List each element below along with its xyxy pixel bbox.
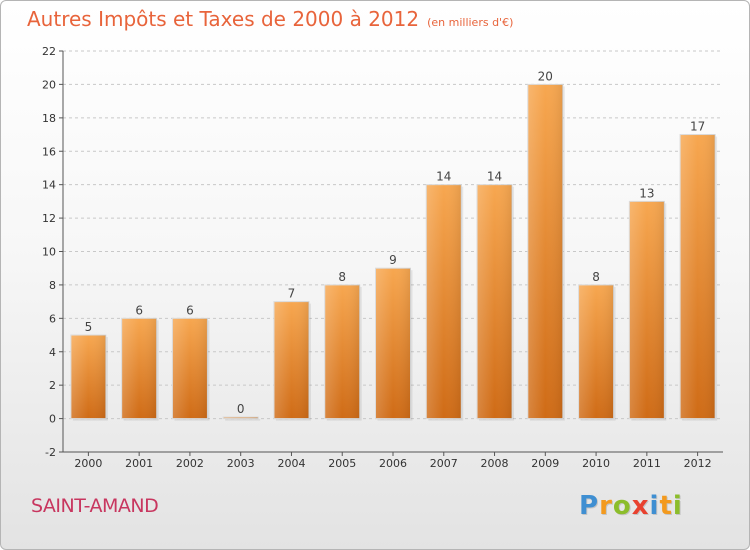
x-tick-label-2004: 2004 — [277, 457, 305, 470]
value-label-2007: 14 — [436, 170, 451, 184]
chart-title: Autres Impôts et Taxes de 2000 à 2012 — [27, 7, 420, 31]
x-tick-label-2007: 2007 — [430, 457, 458, 470]
proxiti-logo: Proxiti — [579, 491, 683, 521]
value-label-2003: 0 — [237, 402, 245, 416]
y-tick-label: 18 — [42, 112, 56, 125]
bar-shine — [273, 301, 309, 419]
bar-shine — [172, 318, 208, 419]
x-tick-label-2012: 2012 — [684, 457, 712, 470]
value-label-2011: 13 — [639, 186, 654, 200]
value-label-2004: 7 — [288, 287, 296, 301]
y-tick-label: -2 — [45, 446, 56, 459]
value-label-2000: 5 — [85, 320, 93, 334]
chart-title-block: Autres Impôts et Taxes de 2000 à 2012 (en… — [27, 7, 513, 31]
y-tick-label: 16 — [42, 145, 56, 158]
value-label-2009: 20 — [538, 69, 553, 83]
x-tick-label-2010: 2010 — [582, 457, 610, 470]
logo-letter: x — [631, 491, 650, 521]
logo-letter: r — [599, 491, 613, 521]
logo-letter: P — [579, 491, 600, 521]
y-tick-label: 0 — [49, 413, 56, 426]
x-tick-label-2001: 2001 — [125, 457, 153, 470]
value-label-2005: 8 — [338, 270, 346, 284]
logo-letter: t — [659, 491, 673, 521]
x-tick-label-2008: 2008 — [481, 457, 509, 470]
y-tick-label: 12 — [42, 212, 56, 225]
bar-shadow — [225, 419, 261, 421]
y-tick-label: 22 — [42, 45, 56, 58]
bar-shine — [70, 335, 106, 419]
y-tick-label: 8 — [49, 279, 56, 292]
bar-shine — [527, 84, 563, 419]
y-tick-label: 6 — [49, 312, 56, 325]
bar-shine — [324, 284, 360, 419]
logo-letter: i — [672, 491, 683, 521]
bar-shine — [223, 417, 259, 419]
value-label-2012: 17 — [690, 120, 705, 134]
y-tick-label: 20 — [42, 78, 56, 91]
y-tick-label: 14 — [42, 179, 56, 192]
x-tick-label-2006: 2006 — [379, 457, 407, 470]
bar-shine — [680, 134, 716, 419]
bar-shine — [578, 284, 614, 419]
x-tick-label-2011: 2011 — [633, 457, 661, 470]
value-label-2002: 6 — [186, 303, 194, 317]
x-tick-label-2000: 2000 — [74, 457, 102, 470]
bars — [70, 83, 718, 421]
y-tick-label: 2 — [49, 379, 56, 392]
value-label-2008: 14 — [487, 170, 502, 184]
bar-shine — [121, 318, 157, 419]
logo-letter: i — [649, 491, 660, 521]
chart-subtitle: (en milliers d'€) — [427, 16, 514, 29]
x-tick-label-2003: 2003 — [227, 457, 255, 470]
value-label-2006: 9 — [389, 253, 397, 267]
x-tick-label-2009: 2009 — [531, 457, 559, 470]
logo-letter: o — [612, 491, 632, 521]
bar-shine — [375, 268, 411, 419]
x-tick-label-2005: 2005 — [328, 457, 356, 470]
value-label-2001: 6 — [135, 303, 143, 317]
town-name: SAINT-AMAND — [31, 495, 159, 517]
bar-shine — [477, 184, 513, 419]
y-tick-label: 10 — [42, 246, 56, 259]
bar-shine — [426, 184, 462, 419]
data-labels: 5 6 6 0 7 8 9 14 14 20 8 13 17 — [85, 69, 706, 416]
value-label-2010: 8 — [592, 270, 600, 284]
bar-shine — [629, 201, 665, 419]
x-tick-label-2002: 2002 — [176, 457, 204, 470]
y-tick-label: 4 — [49, 346, 56, 359]
